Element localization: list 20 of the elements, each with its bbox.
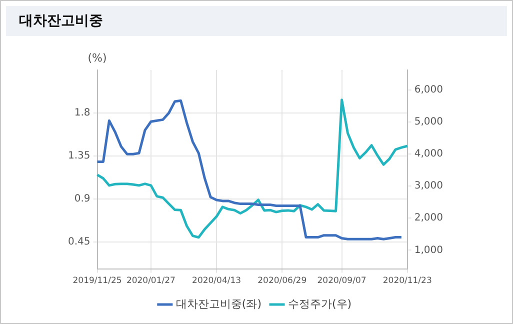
y2-tick-label: 6,000	[414, 84, 444, 96]
x-tick-label: 2020/01/27	[126, 276, 176, 286]
y2-tick-label: 1,000	[414, 244, 444, 256]
legend-label: 대차잔고비중(좌)	[176, 297, 262, 310]
x-tick-label: 2020/09/07	[317, 276, 366, 286]
y-axis-title: (%)	[88, 51, 107, 64]
y-tick-label: 0.45	[68, 236, 90, 248]
x-tick-label: 2020/11/23	[382, 276, 432, 286]
y-tick-label: 1.35	[68, 150, 90, 162]
x-tick-label: 2019/11/25	[72, 276, 122, 286]
y2-tick-label: 3,000	[414, 180, 444, 192]
y2-tick-label: 2,000	[414, 212, 444, 224]
chart-title: 대차잔고비중	[6, 6, 507, 36]
y2-tick-label: 4,000	[414, 148, 444, 160]
legend-label: 수정주가(우)	[288, 297, 352, 310]
y-tick-label: 0.9	[74, 194, 90, 205]
x-tick-label: 2020/04/13	[192, 276, 242, 286]
y-tick-label: 1.8	[74, 108, 90, 119]
x-tick-label: 2020/06/29	[258, 276, 307, 286]
y2-tick-label: 5,000	[414, 116, 444, 128]
